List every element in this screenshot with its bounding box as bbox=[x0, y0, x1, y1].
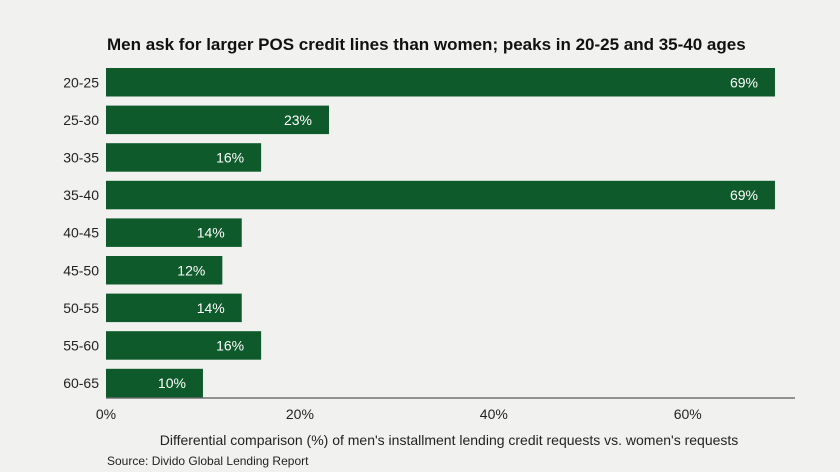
category-label: 55-60 bbox=[63, 337, 99, 353]
x-tick-label: 20% bbox=[286, 406, 314, 422]
category-label: 50-55 bbox=[63, 300, 99, 316]
bar-25-30 bbox=[106, 105, 329, 135]
category-label: 30-35 bbox=[63, 149, 99, 165]
bar-value-label: 14% bbox=[197, 300, 225, 316]
x-axis-label: Differential comparison (%) of men's ins… bbox=[160, 432, 739, 448]
bar-50-55 bbox=[106, 293, 242, 323]
category-label: 60-65 bbox=[63, 375, 99, 391]
bar-value-label: 16% bbox=[216, 337, 244, 353]
chart-title: Men ask for larger POS credit lines than… bbox=[107, 35, 746, 54]
bar-40-45 bbox=[106, 218, 242, 247]
category-label: 25-30 bbox=[63, 112, 99, 128]
bar-value-label: 69% bbox=[730, 187, 758, 203]
category-label: 20-25 bbox=[63, 74, 99, 90]
bar-30-35 bbox=[106, 143, 262, 172]
bar-value-label: 10% bbox=[158, 375, 186, 391]
bar-60-65 bbox=[106, 368, 203, 398]
bar-value-label: 16% bbox=[216, 149, 244, 165]
category-label: 40-45 bbox=[63, 225, 99, 241]
bar-35-40 bbox=[106, 180, 775, 210]
bar-value-label: 69% bbox=[730, 74, 758, 90]
bar-55-60 bbox=[106, 331, 262, 360]
bar-value-label: 12% bbox=[177, 262, 205, 278]
bars-group: 69% 20-25 23% 25-30 16% 30-35 69% 35-40 14% 40-45… bbox=[63, 68, 775, 398]
bar-value-label: 14% bbox=[197, 225, 225, 241]
x-tick-label: 60% bbox=[674, 406, 702, 422]
x-axis-ticks: 0% 20% 40% 60% bbox=[96, 406, 702, 422]
x-tick-label: 40% bbox=[480, 406, 508, 422]
source-note: Source: Divido Global Lending Report bbox=[107, 454, 309, 468]
category-label: 35-40 bbox=[63, 187, 99, 203]
bar-20-25 bbox=[106, 68, 775, 97]
bar-45-50 bbox=[106, 256, 223, 285]
category-label: 45-50 bbox=[63, 262, 99, 278]
x-tick-label: 0% bbox=[96, 406, 116, 422]
bar-value-label: 23% bbox=[284, 112, 312, 128]
